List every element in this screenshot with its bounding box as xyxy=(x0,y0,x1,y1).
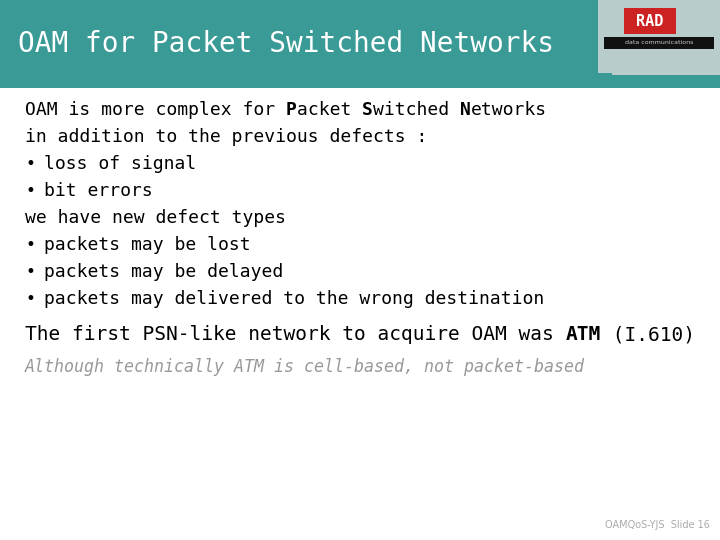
Text: loss of signal: loss of signal xyxy=(44,155,197,173)
Text: witched: witched xyxy=(373,101,460,119)
Text: data communications: data communications xyxy=(625,40,693,45)
Text: packets may be delayed: packets may be delayed xyxy=(44,263,283,281)
FancyBboxPatch shape xyxy=(598,73,612,88)
Text: in addition to the previous defects :: in addition to the previous defects : xyxy=(25,128,428,146)
Text: S: S xyxy=(362,101,373,119)
Text: •: • xyxy=(25,263,35,281)
Text: P: P xyxy=(286,101,297,119)
Text: packets may be lost: packets may be lost xyxy=(44,236,251,254)
Text: N: N xyxy=(460,101,471,119)
FancyBboxPatch shape xyxy=(624,8,676,34)
Text: RAD: RAD xyxy=(636,14,664,29)
Text: •: • xyxy=(25,236,35,254)
Text: The first PSN-like network to acquire OAM was: The first PSN-like network to acquire OA… xyxy=(25,326,565,345)
FancyBboxPatch shape xyxy=(604,37,714,49)
FancyBboxPatch shape xyxy=(0,0,720,88)
Text: etworks: etworks xyxy=(471,101,547,119)
Text: •: • xyxy=(25,290,35,308)
Text: •: • xyxy=(25,155,35,173)
Text: ATM: ATM xyxy=(565,326,600,345)
Text: bit errors: bit errors xyxy=(44,182,153,200)
Text: acket: acket xyxy=(297,101,362,119)
Text: OAM is more complex for: OAM is more complex for xyxy=(25,101,286,119)
Text: •: • xyxy=(25,182,35,200)
Text: OAMQoS-YJS  Slide 16: OAMQoS-YJS Slide 16 xyxy=(605,520,710,530)
Text: OAM for Packet Switched Networks: OAM for Packet Switched Networks xyxy=(18,30,554,58)
Text: we have new defect types: we have new defect types xyxy=(25,209,286,227)
FancyBboxPatch shape xyxy=(598,0,720,75)
Text: (I.610): (I.610) xyxy=(600,326,695,345)
Text: packets may delivered to the wrong destination: packets may delivered to the wrong desti… xyxy=(44,290,544,308)
Text: Although technically ATM is cell-based, not packet-based: Although technically ATM is cell-based, … xyxy=(25,358,585,376)
